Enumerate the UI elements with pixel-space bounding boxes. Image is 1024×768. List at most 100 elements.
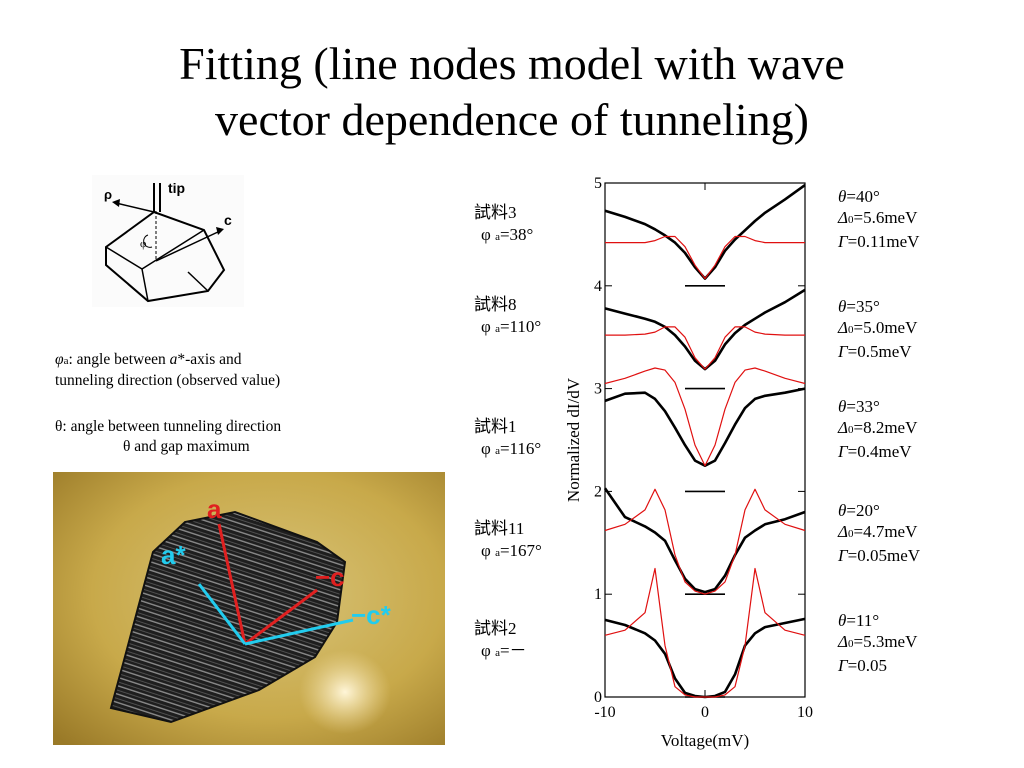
sample-phi-sub: a	[495, 323, 500, 335]
sample-name: 試料3	[474, 203, 517, 222]
tip-geometry-diagram: tip ρ c φ	[92, 175, 244, 307]
y-tick-label: 3	[594, 381, 602, 398]
x-tick-label: 10	[797, 704, 813, 721]
fit-delta-symbol: Δ	[838, 418, 848, 437]
fit-curve	[604, 488, 806, 595]
fit-delta-sub: 0	[847, 214, 854, 226]
fit-delta-symbol: Δ	[838, 522, 848, 541]
fit-theta-symbol: θ	[838, 397, 847, 416]
fit-delta-symbol: Δ	[838, 208, 848, 227]
slide-title: Fitting (line nodes model with wave vect…	[0, 36, 1024, 148]
sample-phi-sub: a	[495, 647, 500, 659]
fit-gamma-symbol: Γ	[838, 342, 848, 361]
fit-delta: =8.2meV	[853, 418, 918, 437]
fit-gamma: =0.05meV	[847, 546, 921, 565]
measured-curve	[604, 288, 806, 371]
fit-gamma: =0.5meV	[847, 342, 912, 361]
y-tick-label: 4	[594, 278, 602, 295]
sample-name: 試料1	[474, 417, 517, 436]
fit-theta-symbol: θ	[838, 611, 847, 630]
fit-gamma-symbol: Γ	[838, 232, 848, 251]
fit-theta: =35°	[846, 297, 880, 316]
fit-curve	[604, 367, 806, 467]
sample-phi-value: =167°	[499, 541, 542, 560]
sample-label: 試料11 φ a=167°	[474, 518, 542, 564]
title-line-1: Fitting (line nodes model with wave	[179, 38, 845, 89]
y-tick-label: 2	[594, 483, 602, 500]
sample-label: 試料8 φ a=110°	[474, 294, 541, 340]
photo-minus-c-label: −c	[315, 562, 345, 592]
phi-sub: a	[63, 355, 69, 367]
measured-curve	[604, 617, 806, 699]
phi-symbol: φ	[55, 351, 64, 368]
fit-params: θ=11° Δ0=5.3meV Γ=0.05	[838, 610, 917, 676]
fit-theta: =33°	[846, 397, 880, 416]
fit-gamma: =0.4meV	[847, 442, 912, 461]
fit-delta-symbol: Δ	[838, 318, 848, 337]
diagram-phi-label: φ	[140, 238, 146, 250]
chart-x-axis-label: Voltage(mV)	[660, 731, 750, 750]
sample-label: 試料3 φ a=38°	[474, 202, 533, 248]
measured-curve	[604, 387, 806, 468]
sample-phi: φ	[481, 541, 491, 560]
theta-definition: θ: angle between tunneling direction θ a…	[55, 417, 281, 457]
sample-name: 試料2	[474, 619, 517, 638]
y-tick-label: 0	[594, 689, 602, 706]
phi-text-astar: a	[169, 351, 178, 368]
fit-params: θ=40° Δ0=5.6meV Γ=0.11meV	[838, 186, 919, 252]
plot-frame	[604, 182, 806, 698]
fit-params: θ=20° Δ0=4.7meV Γ=0.05meV	[838, 500, 920, 566]
sample-phi: φ	[481, 225, 491, 244]
fit-theta: =40°	[846, 187, 880, 206]
crystal-photo: a a* −c −c*	[53, 472, 445, 745]
sample-phi: φ	[481, 439, 491, 458]
fit-curve	[605, 235, 805, 280]
fit-gamma-symbol: Γ	[838, 656, 848, 675]
fit-theta: =11°	[846, 611, 880, 630]
fit-delta-sub: 0	[847, 324, 854, 336]
fit-delta-sub: 0	[847, 638, 854, 650]
fit-delta: =5.6meV	[853, 208, 918, 227]
sample-name: 試料11	[474, 519, 525, 538]
fit-theta-symbol: θ	[838, 501, 847, 520]
photo-astar-label: a*	[161, 540, 186, 570]
fit-curve	[605, 326, 805, 370]
fit-gamma-symbol: Γ	[838, 442, 848, 461]
measured-curve	[604, 184, 806, 280]
measured-curve	[603, 487, 806, 594]
photo-a-label: a	[207, 494, 222, 524]
phi-line-2: tunneling direction (observed value)	[55, 372, 281, 389]
theta-line-2: θ and gap maximum	[123, 438, 250, 455]
fit-delta-sub: 0	[847, 424, 854, 436]
title-line-2: vector dependence of tunneling)	[215, 94, 809, 145]
sample-name: 試料8	[474, 295, 517, 314]
sample-phi-value: =38°	[499, 225, 534, 244]
phi-text-a: : angle between	[68, 351, 170, 368]
sample-phi: φ	[481, 317, 491, 336]
sample-phi-sub: a	[495, 445, 500, 457]
fit-delta: =4.7meV	[853, 522, 918, 541]
fit-params: θ=35° Δ0=5.0meV Γ=0.5meV	[838, 296, 917, 362]
y-tick-label: 5	[594, 175, 602, 192]
sample-phi-value: =－	[499, 641, 527, 660]
fit-gamma: =0.05	[847, 656, 888, 675]
diagram-c-label: c	[224, 212, 232, 228]
sample-phi-value: =110°	[499, 317, 542, 336]
sample-phi-sub: a	[495, 231, 500, 243]
sample-phi-value: =116°	[499, 439, 542, 458]
fit-theta-symbol: θ	[838, 297, 847, 316]
fit-delta: =5.0meV	[853, 318, 918, 337]
fit-theta: =20°	[846, 501, 880, 520]
fit-curve	[604, 567, 806, 698]
sample-label: 試料2 φ a=－	[474, 618, 527, 664]
fit-gamma-symbol: Γ	[838, 546, 848, 565]
chart-y-axis-label: Normalized dI/dV	[564, 377, 583, 503]
diagram-tip-label: tip	[168, 180, 185, 196]
photo-minus-cstar-label: −c*	[351, 600, 392, 630]
fit-params: θ=33° Δ0=8.2meV Γ=0.4meV	[838, 396, 917, 462]
x-tick-label: -10	[594, 704, 615, 721]
x-tick-label: 0	[701, 704, 709, 721]
y-tick-label: 1	[594, 586, 602, 603]
theta-line-1: θ: angle between tunneling direction	[55, 418, 282, 435]
